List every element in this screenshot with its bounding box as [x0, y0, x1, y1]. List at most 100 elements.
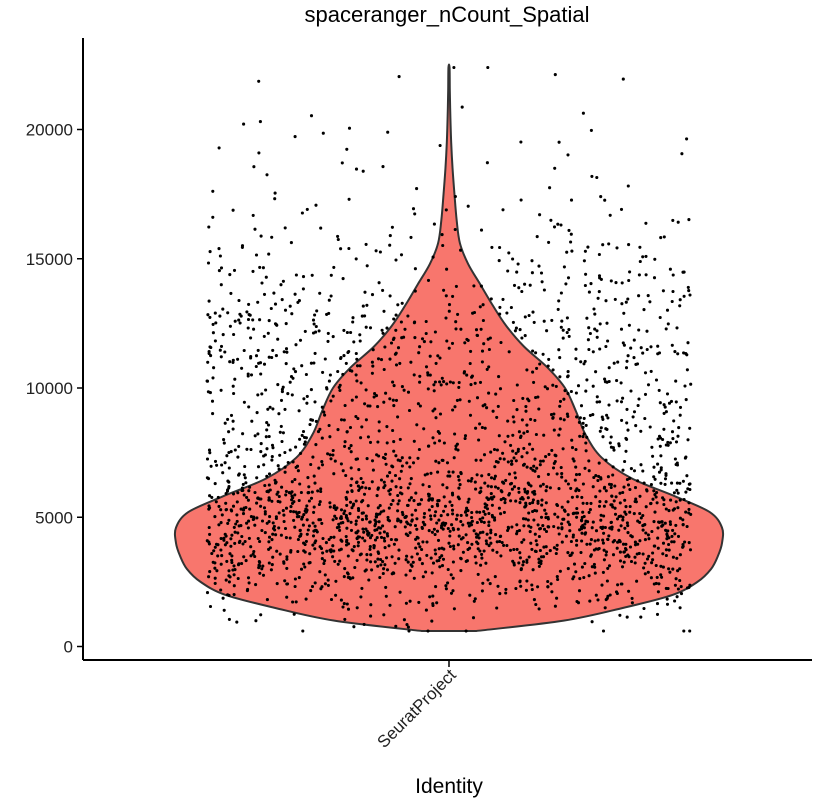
data-point [251, 318, 255, 322]
data-point [648, 300, 652, 304]
data-point [344, 534, 348, 539]
data-point [454, 327, 458, 331]
data-point [452, 547, 456, 551]
data-point [227, 480, 231, 484]
data-point [683, 384, 687, 388]
data-point [326, 452, 330, 456]
data-point [540, 280, 544, 284]
data-point [619, 381, 623, 385]
data-point [512, 420, 516, 424]
data-point [475, 396, 480, 400]
data-point [554, 384, 558, 388]
data-point [349, 330, 353, 335]
data-point [230, 558, 234, 562]
data-point [659, 236, 663, 240]
data-point [558, 404, 562, 408]
data-point [689, 382, 693, 386]
data-point [267, 498, 271, 502]
data-point [339, 508, 344, 512]
data-point [262, 506, 267, 510]
data-point [547, 240, 551, 244]
x-axis-label: Identity [415, 775, 483, 798]
data-point [628, 510, 632, 514]
data-point [466, 500, 470, 504]
data-point [627, 243, 631, 247]
data-point [438, 412, 443, 416]
data-point [377, 520, 381, 524]
data-point [661, 496, 665, 500]
data-point [451, 589, 455, 593]
data-point [293, 477, 297, 482]
data-point [526, 496, 530, 500]
data-point [494, 392, 498, 396]
data-point [421, 483, 425, 487]
data-point [538, 548, 542, 553]
data-point [451, 512, 455, 516]
data-point [544, 529, 549, 534]
data-point [274, 480, 278, 484]
data-point [222, 608, 226, 612]
data-point [399, 469, 403, 473]
data-point [301, 287, 305, 291]
data-point [223, 421, 227, 425]
data-point [617, 444, 621, 448]
data-point [339, 247, 343, 251]
data-point [584, 389, 588, 393]
data-point [300, 211, 304, 215]
data-point [629, 389, 633, 393]
data-point [437, 518, 441, 522]
data-point [635, 552, 639, 556]
data-point [510, 487, 514, 491]
data-point [281, 431, 285, 435]
data-point [559, 417, 563, 421]
data-point [382, 567, 386, 571]
data-point [488, 336, 492, 340]
data-point [555, 547, 559, 551]
data-point [373, 538, 378, 542]
data-point [342, 328, 346, 332]
data-point [490, 503, 494, 507]
data-point [519, 140, 523, 144]
data-point [676, 587, 680, 591]
data-point [354, 499, 358, 503]
data-point [682, 351, 686, 355]
data-point [687, 507, 691, 511]
data-point [461, 523, 465, 527]
data-point [411, 207, 416, 211]
data-point [607, 242, 611, 246]
data-point [582, 432, 586, 436]
data-point [601, 538, 605, 542]
data-point [498, 305, 502, 309]
data-point [604, 553, 608, 557]
data-point [366, 435, 370, 439]
data-point [245, 447, 249, 451]
data-point [475, 473, 479, 477]
data-point [257, 151, 261, 155]
data-point [429, 340, 433, 344]
data-point [448, 380, 452, 384]
data-point [237, 562, 241, 566]
data-point [521, 396, 525, 400]
data-point [302, 562, 306, 566]
data-point [236, 576, 240, 581]
data-point [509, 481, 514, 485]
data-point [320, 463, 325, 467]
data-point [661, 565, 665, 569]
data-point [596, 478, 600, 483]
data-point [659, 564, 663, 568]
data-point [438, 380, 442, 384]
data-point [392, 542, 396, 546]
data-point [369, 560, 373, 564]
data-point [468, 361, 472, 366]
data-point [359, 552, 363, 556]
data-point [219, 588, 223, 592]
data-point [270, 443, 275, 447]
data-point [597, 290, 601, 294]
data-point [341, 521, 345, 525]
data-point [498, 534, 502, 539]
data-point [639, 516, 643, 520]
data-point [287, 491, 291, 495]
data-point [481, 404, 485, 408]
data-point [474, 561, 478, 565]
data-point [294, 510, 298, 514]
